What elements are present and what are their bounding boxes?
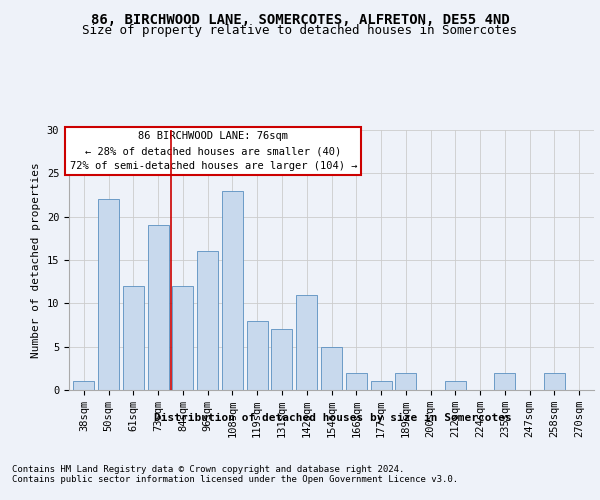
Bar bbox=[123, 286, 144, 390]
Bar bbox=[271, 330, 292, 390]
Text: Distribution of detached houses by size in Somercotes: Distribution of detached houses by size … bbox=[154, 412, 512, 422]
Bar bbox=[494, 372, 515, 390]
Text: Size of property relative to detached houses in Somercotes: Size of property relative to detached ho… bbox=[83, 24, 517, 37]
Text: 86, BIRCHWOOD LANE, SOMERCOTES, ALFRETON, DE55 4ND: 86, BIRCHWOOD LANE, SOMERCOTES, ALFRETON… bbox=[91, 12, 509, 26]
Bar bbox=[148, 226, 169, 390]
Text: Contains HM Land Registry data © Crown copyright and database right 2024.: Contains HM Land Registry data © Crown c… bbox=[12, 465, 404, 474]
Bar bbox=[172, 286, 193, 390]
Text: 86 BIRCHWOOD LANE: 76sqm
← 28% of detached houses are smaller (40)
72% of semi-d: 86 BIRCHWOOD LANE: 76sqm ← 28% of detach… bbox=[70, 132, 357, 171]
Bar bbox=[73, 382, 94, 390]
Text: Contains public sector information licensed under the Open Government Licence v3: Contains public sector information licen… bbox=[12, 475, 458, 484]
Bar bbox=[296, 294, 317, 390]
Bar bbox=[222, 190, 243, 390]
Y-axis label: Number of detached properties: Number of detached properties bbox=[31, 162, 41, 358]
Bar bbox=[247, 320, 268, 390]
Bar bbox=[197, 252, 218, 390]
Bar bbox=[445, 382, 466, 390]
Bar bbox=[98, 200, 119, 390]
Bar bbox=[395, 372, 416, 390]
Bar bbox=[346, 372, 367, 390]
Bar bbox=[544, 372, 565, 390]
Bar bbox=[371, 382, 392, 390]
Bar bbox=[321, 346, 342, 390]
